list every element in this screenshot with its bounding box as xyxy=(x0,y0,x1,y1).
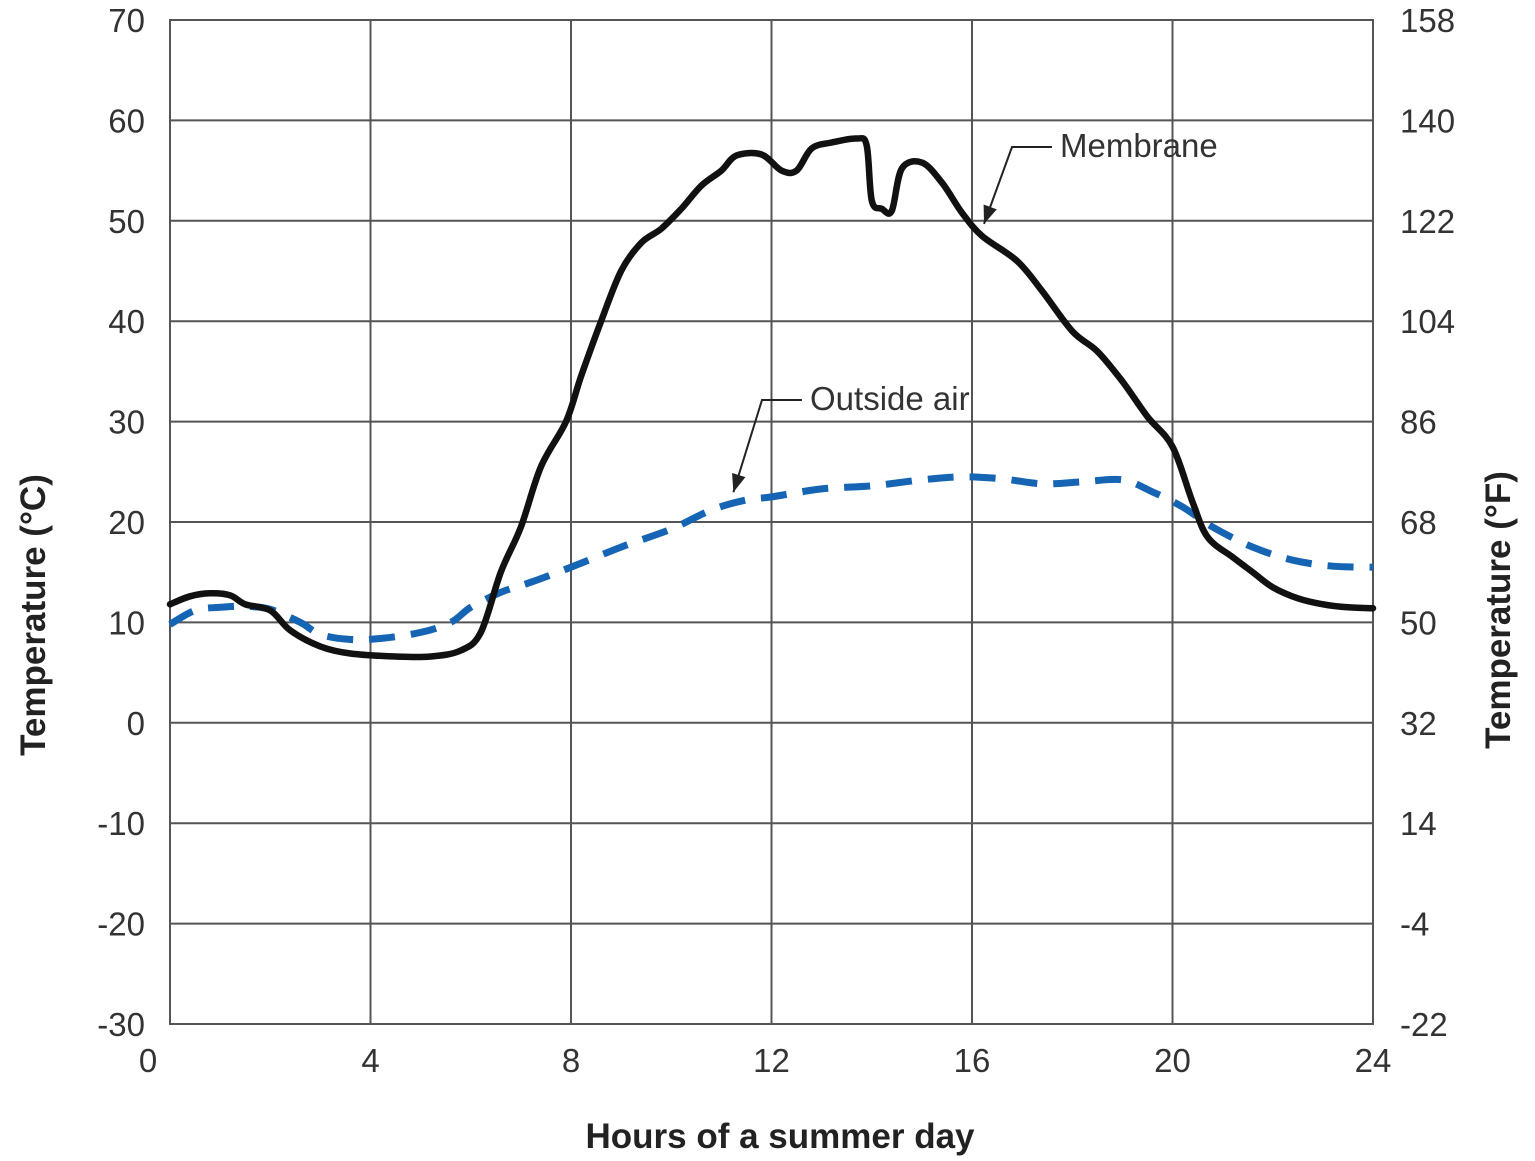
y-tick-label-left: -20 xyxy=(97,906,145,943)
annotation-arrowhead-outside-air xyxy=(732,472,746,493)
annotation-leader-membrane xyxy=(983,146,1052,225)
annotation-arrowhead-membrane xyxy=(983,204,997,224)
x-tick-label: 12 xyxy=(753,1042,790,1079)
y-tick-label-left: 40 xyxy=(108,303,145,340)
x-tick-label: 16 xyxy=(954,1042,991,1079)
y-tick-label-right: 104 xyxy=(1400,303,1455,340)
x-tick-label: 24 xyxy=(1355,1042,1392,1079)
y-tick-label-right: 14 xyxy=(1400,805,1437,842)
annotation-label-membrane: Membrane xyxy=(1060,127,1218,164)
series-line-membrane xyxy=(166,134,1377,661)
y-axis-title-right: Temperature (°F) xyxy=(1479,471,1518,749)
series-layer xyxy=(166,134,1377,661)
x-tick-label: 4 xyxy=(361,1042,379,1079)
y-axis-title-left: Temperature (°C) xyxy=(14,474,53,756)
annotations: Membrane Outside air xyxy=(732,127,1218,493)
annotation-leader-outside-air xyxy=(732,399,802,493)
y-tick-label-left: -30 xyxy=(97,1006,145,1043)
annotation-label-outside-air: Outside air xyxy=(810,380,970,417)
y-tick-label-right: 50 xyxy=(1400,604,1437,641)
y-tick-label-right: 68 xyxy=(1400,504,1437,541)
y-tick-label-left: 50 xyxy=(108,203,145,240)
y-tick-label-left: 70 xyxy=(108,2,145,39)
y-tick-label-right: 86 xyxy=(1400,404,1437,441)
plot-frame xyxy=(169,19,1374,1025)
y-tick-label-left: 20 xyxy=(108,504,145,541)
y-tick-label-right: 122 xyxy=(1400,203,1455,240)
y-tick-label-right: 32 xyxy=(1400,705,1437,742)
y-tick-label-left: 30 xyxy=(108,404,145,441)
y-tick-label-right: -4 xyxy=(1400,906,1429,943)
y-tick-label-right: 158 xyxy=(1400,2,1455,39)
y-tick-label-right: 140 xyxy=(1400,102,1455,139)
y-tick-label-left: 10 xyxy=(108,604,145,641)
x-tick-label: 0 xyxy=(139,1042,157,1079)
y-tick-label-left: 60 xyxy=(108,102,145,139)
y-tick-label-left: -10 xyxy=(97,805,145,842)
y-tick-label-right: -22 xyxy=(1400,1006,1448,1043)
gridlines xyxy=(169,19,1374,1025)
x-tick-label: 20 xyxy=(1154,1042,1191,1079)
x-tick-label: 8 xyxy=(562,1042,580,1079)
y-tick-label-left: 0 xyxy=(127,705,145,742)
x-axis-title: Hours of a summer day xyxy=(586,1117,976,1156)
